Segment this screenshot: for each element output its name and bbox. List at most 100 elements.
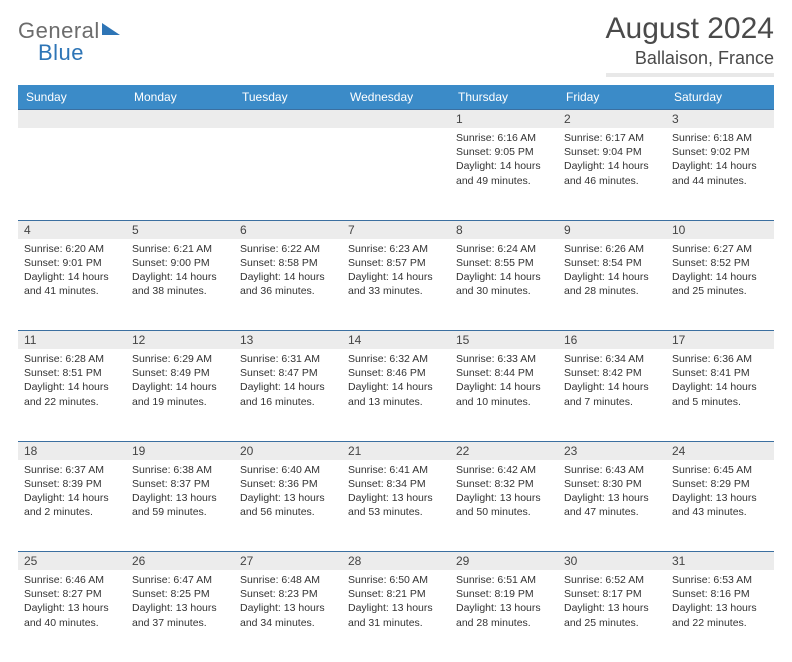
daylight-text: Daylight: 14 hours and 25 minutes. — [672, 270, 768, 298]
sunrise-text: Sunrise: 6:50 AM — [348, 573, 444, 587]
sunrise-text: Sunrise: 6:41 AM — [348, 463, 444, 477]
daylight-text: Daylight: 14 hours and 13 minutes. — [348, 380, 444, 408]
sunset-text: Sunset: 8:57 PM — [348, 256, 444, 270]
day-number-cell: 20 — [234, 441, 342, 460]
location-label: Ballaison, France — [606, 48, 774, 69]
sunrise-text: Sunrise: 6:23 AM — [348, 242, 444, 256]
weekday-header-row: Sunday Monday Tuesday Wednesday Thursday… — [18, 85, 774, 110]
sunset-text: Sunset: 8:25 PM — [132, 587, 228, 601]
logo-triangle-icon — [102, 23, 120, 35]
sunset-text: Sunset: 8:54 PM — [564, 256, 660, 270]
day-info-cell: Sunrise: 6:41 AMSunset: 8:34 PMDaylight:… — [342, 460, 450, 552]
day-number-row: 11121314151617 — [18, 331, 774, 350]
day-info-cell: Sunrise: 6:40 AMSunset: 8:36 PMDaylight:… — [234, 460, 342, 552]
day-number-cell: 21 — [342, 441, 450, 460]
day-number-cell: 11 — [18, 331, 126, 350]
day-number-cell: 6 — [234, 220, 342, 239]
sunset-text: Sunset: 8:52 PM — [672, 256, 768, 270]
sunset-text: Sunset: 8:44 PM — [456, 366, 552, 380]
day-info-cell: Sunrise: 6:16 AMSunset: 9:05 PMDaylight:… — [450, 128, 558, 220]
day-info-row: Sunrise: 6:46 AMSunset: 8:27 PMDaylight:… — [18, 570, 774, 662]
header: General August 2024 Ballaison, France — [18, 12, 774, 77]
sunset-text: Sunset: 8:36 PM — [240, 477, 336, 491]
sunrise-text: Sunrise: 6:21 AM — [132, 242, 228, 256]
sunset-text: Sunset: 9:05 PM — [456, 145, 552, 159]
sunrise-text: Sunrise: 6:32 AM — [348, 352, 444, 366]
day-number-cell: 9 — [558, 220, 666, 239]
day-number-cell: 5 — [126, 220, 234, 239]
day-number-cell: 14 — [342, 331, 450, 350]
sunset-text: Sunset: 9:04 PM — [564, 145, 660, 159]
day-info-cell: Sunrise: 6:53 AMSunset: 8:16 PMDaylight:… — [666, 570, 774, 662]
sunrise-text: Sunrise: 6:42 AM — [456, 463, 552, 477]
day-number-cell: 30 — [558, 552, 666, 571]
day-info-row: Sunrise: 6:20 AMSunset: 9:01 PMDaylight:… — [18, 239, 774, 331]
day-number-cell: 17 — [666, 331, 774, 350]
day-number-cell: 3 — [666, 110, 774, 129]
sunset-text: Sunset: 9:00 PM — [132, 256, 228, 270]
daylight-text: Daylight: 14 hours and 10 minutes. — [456, 380, 552, 408]
daylight-text: Daylight: 14 hours and 30 minutes. — [456, 270, 552, 298]
day-number-cell: 29 — [450, 552, 558, 571]
day-info-cell: Sunrise: 6:27 AMSunset: 8:52 PMDaylight:… — [666, 239, 774, 331]
sunset-text: Sunset: 9:02 PM — [672, 145, 768, 159]
day-info-cell — [18, 128, 126, 220]
weekday-header: Wednesday — [342, 85, 450, 110]
daylight-text: Daylight: 14 hours and 38 minutes. — [132, 270, 228, 298]
sunset-text: Sunset: 8:34 PM — [348, 477, 444, 491]
weekday-header: Friday — [558, 85, 666, 110]
daylight-text: Daylight: 13 hours and 22 minutes. — [672, 601, 768, 629]
daylight-text: Daylight: 14 hours and 2 minutes. — [24, 491, 120, 519]
sunset-text: Sunset: 8:46 PM — [348, 366, 444, 380]
day-info-cell: Sunrise: 6:52 AMSunset: 8:17 PMDaylight:… — [558, 570, 666, 662]
day-number-cell: 18 — [18, 441, 126, 460]
sunset-text: Sunset: 8:41 PM — [672, 366, 768, 380]
sunrise-text: Sunrise: 6:52 AM — [564, 573, 660, 587]
daylight-text: Daylight: 13 hours and 53 minutes. — [348, 491, 444, 519]
daylight-text: Daylight: 13 hours and 56 minutes. — [240, 491, 336, 519]
calendar-table: Sunday Monday Tuesday Wednesday Thursday… — [18, 85, 774, 662]
daylight-text: Daylight: 14 hours and 5 minutes. — [672, 380, 768, 408]
sunrise-text: Sunrise: 6:48 AM — [240, 573, 336, 587]
sunrise-text: Sunrise: 6:18 AM — [672, 131, 768, 145]
sunrise-text: Sunrise: 6:51 AM — [456, 573, 552, 587]
day-number-cell: 28 — [342, 552, 450, 571]
weekday-header: Tuesday — [234, 85, 342, 110]
sunrise-text: Sunrise: 6:31 AM — [240, 352, 336, 366]
day-info-cell: Sunrise: 6:26 AMSunset: 8:54 PMDaylight:… — [558, 239, 666, 331]
day-number-cell: 19 — [126, 441, 234, 460]
sunrise-text: Sunrise: 6:22 AM — [240, 242, 336, 256]
sunset-text: Sunset: 8:51 PM — [24, 366, 120, 380]
sunrise-text: Sunrise: 6:26 AM — [564, 242, 660, 256]
day-info-cell: Sunrise: 6:47 AMSunset: 8:25 PMDaylight:… — [126, 570, 234, 662]
daylight-text: Daylight: 14 hours and 33 minutes. — [348, 270, 444, 298]
daylight-text: Daylight: 13 hours and 43 minutes. — [672, 491, 768, 519]
sunrise-text: Sunrise: 6:38 AM — [132, 463, 228, 477]
day-number-row: 25262728293031 — [18, 552, 774, 571]
day-number-cell: 26 — [126, 552, 234, 571]
weekday-header: Sunday — [18, 85, 126, 110]
daylight-text: Daylight: 14 hours and 16 minutes. — [240, 380, 336, 408]
daylight-text: Daylight: 14 hours and 41 minutes. — [24, 270, 120, 298]
day-number-cell: 31 — [666, 552, 774, 571]
day-info-cell: Sunrise: 6:33 AMSunset: 8:44 PMDaylight:… — [450, 349, 558, 441]
weekday-header: Saturday — [666, 85, 774, 110]
sunrise-text: Sunrise: 6:24 AM — [456, 242, 552, 256]
day-info-cell: Sunrise: 6:45 AMSunset: 8:29 PMDaylight:… — [666, 460, 774, 552]
sunset-text: Sunset: 8:30 PM — [564, 477, 660, 491]
sunrise-text: Sunrise: 6:46 AM — [24, 573, 120, 587]
day-info-cell: Sunrise: 6:22 AMSunset: 8:58 PMDaylight:… — [234, 239, 342, 331]
weekday-header: Monday — [126, 85, 234, 110]
daylight-text: Daylight: 14 hours and 49 minutes. — [456, 159, 552, 187]
day-info-cell: Sunrise: 6:20 AMSunset: 9:01 PMDaylight:… — [18, 239, 126, 331]
day-number-cell: 2 — [558, 110, 666, 129]
daylight-text: Daylight: 14 hours and 28 minutes. — [564, 270, 660, 298]
day-number-row: 18192021222324 — [18, 441, 774, 460]
day-info-cell: Sunrise: 6:50 AMSunset: 8:21 PMDaylight:… — [342, 570, 450, 662]
sunrise-text: Sunrise: 6:28 AM — [24, 352, 120, 366]
day-number-cell: 10 — [666, 220, 774, 239]
day-info-row: Sunrise: 6:37 AMSunset: 8:39 PMDaylight:… — [18, 460, 774, 552]
daylight-text: Daylight: 14 hours and 46 minutes. — [564, 159, 660, 187]
daylight-text: Daylight: 13 hours and 50 minutes. — [456, 491, 552, 519]
day-info-cell: Sunrise: 6:36 AMSunset: 8:41 PMDaylight:… — [666, 349, 774, 441]
